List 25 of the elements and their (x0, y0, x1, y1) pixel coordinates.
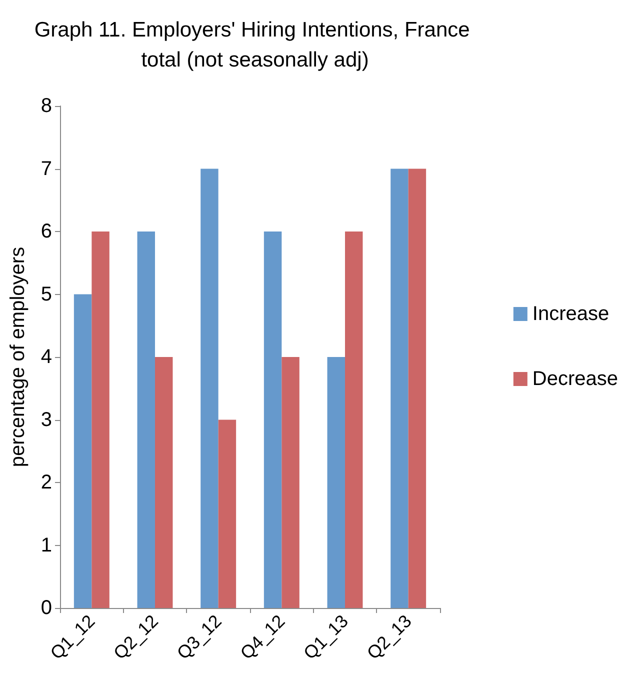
bar (200, 168, 218, 608)
bar (408, 168, 426, 608)
y-tick-label: 3 (40, 408, 52, 431)
bar (92, 232, 110, 608)
y-tick-label: 5 (40, 283, 52, 306)
y-axis-title: percentage of employers (7, 246, 29, 468)
bar (390, 168, 408, 608)
y-tick-label: 7 (40, 158, 52, 180)
bar (155, 357, 173, 608)
bar (345, 232, 363, 608)
bar (282, 357, 300, 608)
legend-label: Decrease (532, 368, 618, 390)
bar (218, 420, 236, 608)
bar (74, 294, 92, 608)
legend-label: Increase (532, 303, 610, 325)
y-tick-label: 2 (40, 472, 52, 494)
y-tick-label: 4 (40, 346, 52, 368)
y-tick-label: 6 (40, 220, 52, 242)
y-tick-label: 0 (40, 597, 52, 619)
bar (264, 232, 282, 608)
y-tick-label: 8 (40, 95, 52, 117)
bar (137, 232, 155, 608)
chart-title: Graph 11. Employers' Hiring Intentions, France total (not seasonally adj) (34, 18, 476, 72)
bar (327, 357, 345, 608)
y-tick-label: 1 (40, 534, 52, 556)
